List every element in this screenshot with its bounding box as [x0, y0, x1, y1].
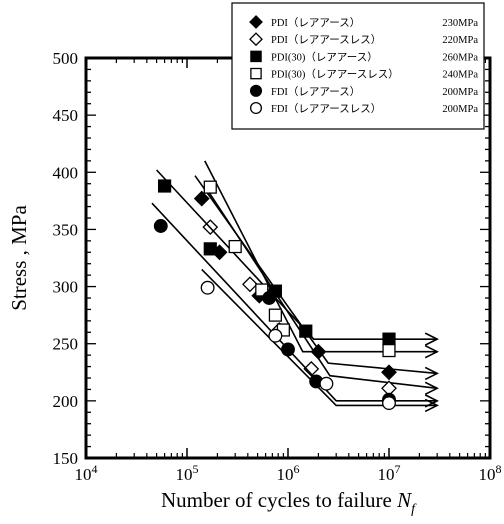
runout-point — [382, 343, 396, 358]
data-point — [153, 219, 168, 233]
series-6 — [200, 268, 439, 413]
legend-marker — [250, 50, 262, 63]
data-point — [242, 276, 258, 293]
legend: PDI（レアアース） 230MPa PDI（レアアースレス） 220MPa PDI(30… — [231, 2, 485, 130]
runout-arrow — [424, 381, 439, 396]
data-point — [157, 179, 172, 193]
legend-marker — [249, 101, 263, 115]
legend-label: PDI(30)（レアアース） — [271, 51, 378, 63]
fit-line — [204, 185, 438, 390]
x-axis-label: Number of cycles to failure Nf — [161, 488, 417, 517]
legend-limit: 230MPa — [442, 18, 478, 29]
fit-line — [156, 169, 438, 340]
legend-marker — [249, 84, 263, 97]
runout-arrow — [424, 332, 439, 346]
legend-limit: 260MPa — [442, 52, 478, 63]
fit-line — [204, 160, 438, 353]
runout-point — [382, 396, 396, 411]
series-5 — [151, 202, 439, 408]
legend-limit: 240MPa — [442, 70, 478, 81]
x-tick-label: 104 — [75, 462, 98, 484]
x-axis-label-subscript: f — [411, 502, 417, 517]
legend-limit: 220MPa — [442, 35, 478, 46]
legend-label: FDI（レアアース） — [271, 86, 360, 98]
legend-marker — [249, 15, 263, 29]
x-axis-label-symbol: N — [396, 488, 412, 512]
axis-ticks: 104 105 106 107 108 150 200 250 300 350 400 450 500 — [53, 49, 502, 484]
x-tick-label: 108 — [479, 462, 502, 484]
fit-line — [201, 268, 438, 407]
y-tick-label: 300 — [53, 278, 79, 297]
runout-point — [382, 332, 396, 346]
legend-limit: 200MPa — [442, 104, 478, 115]
y-tick-label: 400 — [53, 163, 79, 182]
runout-arrow — [424, 344, 439, 359]
legend-marker — [249, 32, 263, 47]
data-point — [255, 283, 269, 297]
series-1 — [193, 175, 439, 381]
fit-line — [151, 202, 438, 402]
y-tick-label: 200 — [53, 392, 79, 411]
data-point — [319, 376, 334, 391]
x-tick-label: 106 — [277, 462, 300, 484]
legend-marker — [250, 67, 262, 80]
runout-arrow — [424, 366, 439, 381]
legend-label: PDI(30)（レアアースレス） — [271, 69, 399, 81]
fit-line — [194, 175, 438, 375]
series-2 — [202, 185, 439, 397]
series-3 — [156, 169, 439, 346]
data-point — [268, 308, 282, 322]
runout-point — [381, 364, 397, 381]
data-point — [281, 342, 295, 357]
legend-label: FDI（レアアースレス） — [271, 103, 381, 115]
x-axis-label-text: Number of cycles to failure — [161, 488, 392, 512]
data-point — [200, 280, 215, 295]
y-axis-label: Stress , MPa — [7, 205, 31, 311]
y-tick-label: 500 — [53, 49, 79, 68]
x-tick-label: 107 — [378, 462, 401, 484]
x-tick-label: 105 — [176, 462, 199, 484]
data-point — [303, 360, 320, 377]
data-point — [228, 239, 242, 254]
data-point — [203, 180, 217, 194]
legend-label: PDI（レアアースレス） — [271, 34, 381, 46]
plot-area — [151, 160, 439, 413]
legend-limit: 200MPa — [442, 87, 478, 98]
y-axis-title: Stress , MPa — [7, 205, 31, 311]
series-4 — [203, 160, 439, 359]
data-point — [299, 324, 313, 338]
y-tick-label: 450 — [53, 106, 79, 125]
data-point — [193, 190, 210, 207]
y-tick-label: 150 — [53, 449, 79, 468]
runout-arrow — [424, 398, 439, 413]
data-point — [262, 291, 277, 305]
y-tick-label: 350 — [53, 220, 79, 239]
data-point — [268, 328, 283, 343]
y-tick-label: 250 — [53, 335, 79, 354]
legend-box — [231, 2, 485, 130]
legend-label: PDI（レアアース） — [271, 17, 360, 29]
data-point — [203, 242, 217, 256]
